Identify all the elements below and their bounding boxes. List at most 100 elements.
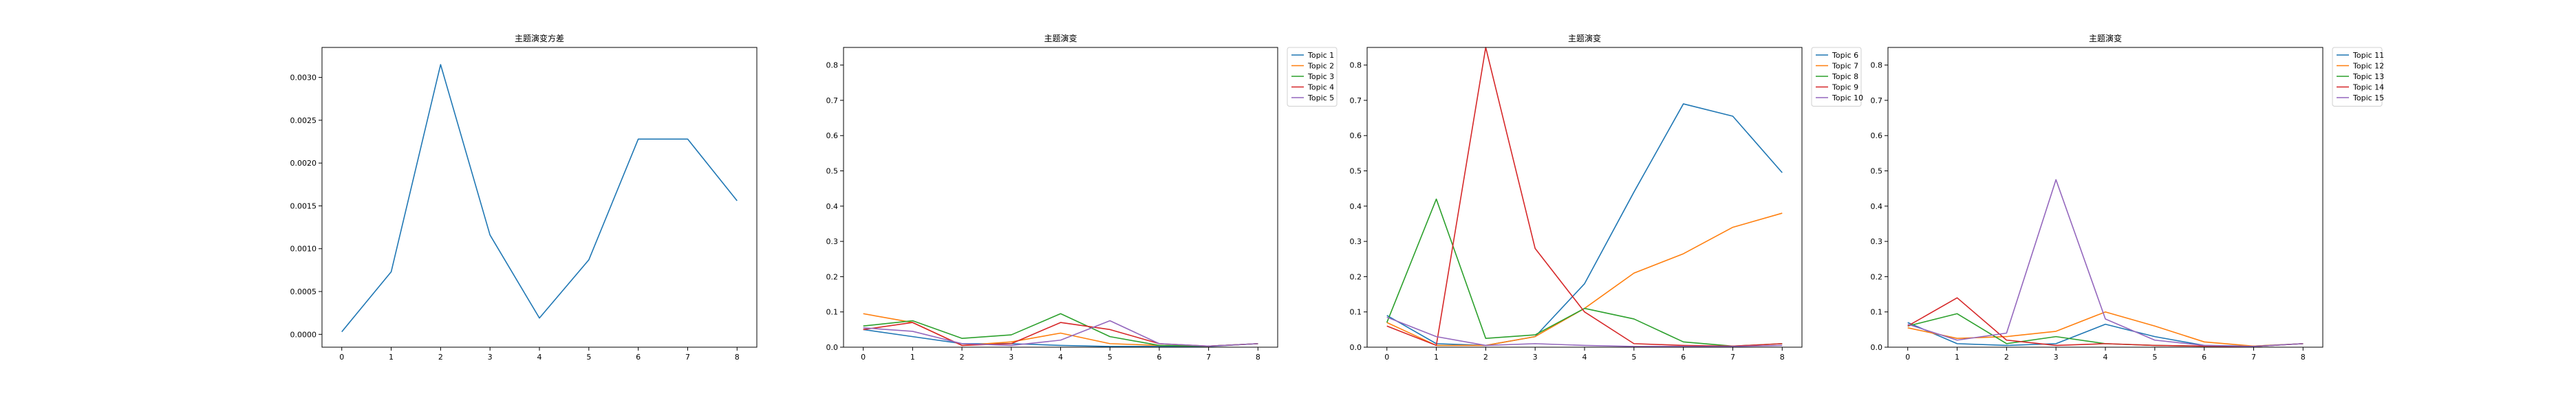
y-tick-label: 0.3 — [1871, 237, 1883, 246]
legend-label: Topic 10 — [1832, 94, 1863, 102]
x-tick-label: 3 — [1533, 353, 1538, 362]
series-line-5 — [863, 320, 1258, 347]
y-tick-label: 0.0030 — [290, 74, 317, 82]
y-tick-label: 0.3 — [826, 237, 839, 246]
x-tick-label: 7 — [2251, 353, 2256, 362]
y-tick-label: 0.8 — [1871, 61, 1883, 70]
x-tick-label: 5 — [2152, 353, 2157, 362]
legend-label: Topic 7 — [1832, 62, 1858, 71]
y-tick-label: 0.5 — [1871, 167, 1883, 176]
series-line-5 — [1907, 179, 2304, 347]
x-tick-label: 1 — [1955, 353, 1960, 362]
y-tick-label: 0.6 — [1871, 131, 1883, 140]
y-tick-label: 0.7 — [826, 96, 839, 105]
legend-label: Topic 3 — [1307, 72, 1334, 81]
legend-label: Topic 12 — [2352, 62, 2384, 71]
y-tick-label: 0.5 — [826, 167, 839, 176]
y-tick-label: 0.1 — [1350, 308, 1362, 317]
legend-box — [1811, 47, 1862, 107]
x-tick-label: 7 — [1206, 353, 1211, 362]
y-tick-label: 0.7 — [1350, 96, 1362, 105]
legend-label: Topic 2 — [1307, 62, 1334, 71]
x-tick-label: 4 — [1058, 353, 1063, 362]
legend-box — [1287, 47, 1338, 107]
series-line-1 — [863, 329, 1258, 347]
y-tick-label: 0.3 — [1350, 237, 1362, 246]
x-tick-label: 7 — [1730, 353, 1735, 362]
series-line-2 — [1907, 311, 2304, 347]
x-tick-label: 2 — [2004, 353, 2009, 362]
x-tick-label: 7 — [685, 353, 690, 362]
x-tick-label: 8 — [2301, 353, 2306, 362]
x-tick-label: 6 — [1157, 353, 1161, 362]
axes-frame — [843, 47, 1278, 348]
axes-frame — [1887, 47, 2323, 348]
y-tick-label: 0.0 — [1350, 343, 1362, 352]
y-tick-label: 0.0010 — [290, 245, 317, 254]
y-tick-label: 0.0020 — [290, 159, 317, 168]
x-tick-label: 4 — [1582, 353, 1587, 362]
x-tick-label: 6 — [2202, 353, 2207, 362]
y-tick-label: 0.0015 — [290, 201, 317, 210]
chart-panel-3: 主题演变 0 1 2 3 4 5 6 7 8 0.0 0.1 0.2 0.3 0.4 0.5 0.6 0.7 0.8… — [1350, 33, 1864, 362]
series-line-2 — [1386, 212, 1783, 346]
x-tick-label: 0 — [1905, 353, 1910, 362]
series-line-3 — [1386, 198, 1783, 347]
legend-label: Topic 6 — [1832, 51, 1858, 60]
x-tick-label: 0 — [861, 353, 866, 362]
y-tick-label: 0.4 — [826, 202, 839, 211]
y-tick-label: 0.7 — [1871, 96, 1883, 105]
legend-label: Topic 11 — [2352, 51, 2384, 60]
y-tick-label: 0.2 — [1871, 272, 1883, 281]
y-tick-label: 0.5 — [1350, 167, 1362, 176]
y-tick-label: 0.6 — [826, 131, 839, 140]
axes-frame — [1366, 47, 1803, 348]
chart-panel-1: 主题演变方差 0 1 2 3 4 5 6 7 8 0.0000 0.0005 0.0010 0.0015 0… — [290, 33, 758, 362]
y-tick-label: 0.1 — [826, 308, 839, 317]
legend-box — [2332, 47, 2383, 107]
y-tick-label: 0.8 — [1350, 61, 1362, 70]
x-tick-label: 2 — [438, 353, 443, 362]
x-tick-label: 3 — [488, 353, 493, 362]
series-line-4 — [1386, 47, 1783, 347]
legend-label: Topic 8 — [1832, 72, 1858, 81]
x-tick-label: 8 — [1780, 353, 1785, 362]
x-tick-label: 1 — [1434, 353, 1439, 362]
y-tick-label: 0.0025 — [290, 116, 317, 125]
y-tick-label: 0.0000 — [290, 330, 317, 339]
x-tick-label: 3 — [2054, 353, 2059, 362]
x-tick-label: 8 — [735, 353, 740, 362]
x-tick-label: 8 — [1256, 353, 1260, 362]
y-tick-label: 0.4 — [1350, 202, 1362, 211]
series-line-3 — [863, 313, 1258, 347]
chart-title: 主题演变 — [1044, 33, 1077, 43]
x-tick-label: 5 — [1108, 353, 1113, 362]
x-tick-label: 6 — [636, 353, 641, 362]
chart-title: 主题演变方差 — [515, 33, 564, 43]
y-tick-label: 0.0005 — [290, 287, 317, 296]
series-line-5 — [1386, 316, 1783, 347]
chart-panel-2: 主题演变 0 1 2 3 4 5 6 7 8 0.0 0.1 0.2 0.3 0.4 0.5 0.6 0.7 0.8… — [826, 33, 1338, 362]
legend-label: Topic 14 — [2352, 83, 2384, 92]
legend-label: Topic 9 — [1832, 83, 1858, 92]
y-tick-label: 0.6 — [1350, 131, 1362, 140]
x-tick-label: 0 — [339, 353, 344, 362]
x-tick-label: 4 — [2103, 353, 2108, 362]
chart-title: 主题演变 — [1568, 33, 1601, 43]
x-tick-label: 5 — [1631, 353, 1636, 362]
series-line-2 — [863, 313, 1258, 347]
chart-title: 主题演变 — [2089, 33, 2122, 43]
y-tick-label: 0.1 — [1871, 308, 1883, 317]
legend-label: Topic 4 — [1307, 83, 1334, 92]
x-tick-label: 6 — [1681, 353, 1686, 362]
x-tick-label: 1 — [389, 353, 394, 362]
x-tick-label: 2 — [960, 353, 965, 362]
series-line-1 — [1907, 322, 2304, 347]
legend-label: Topic 1 — [1307, 51, 1334, 60]
legend-label: Topic 13 — [2352, 72, 2384, 81]
x-tick-label: 3 — [1009, 353, 1013, 362]
legend-label: Topic 5 — [1307, 94, 1334, 102]
x-tick-label: 0 — [1384, 353, 1389, 362]
